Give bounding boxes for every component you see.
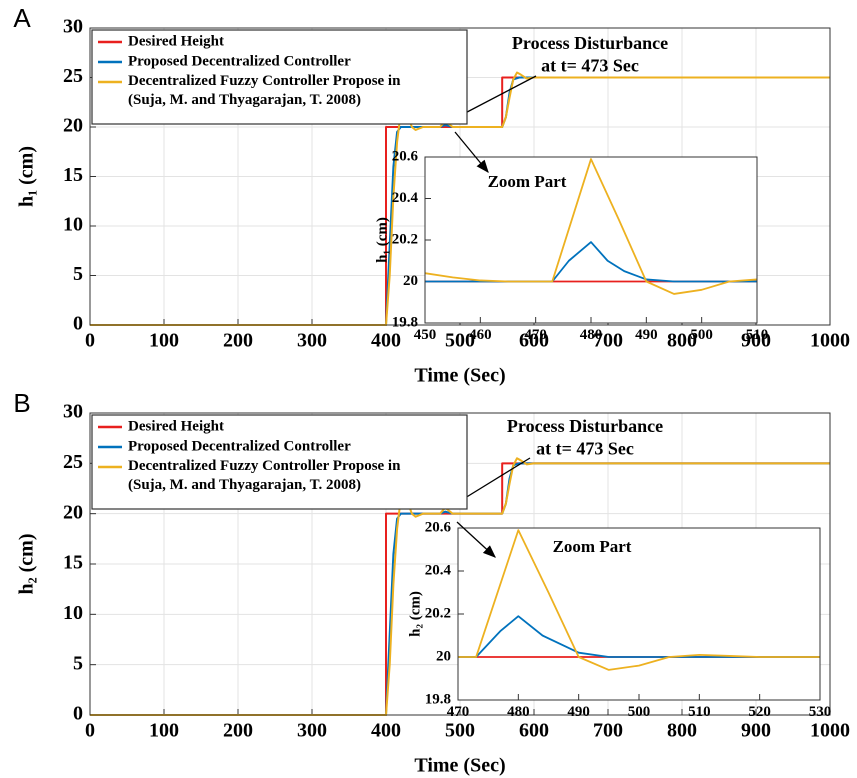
legend-box [91, 29, 468, 125]
y-tick-label: 20 [63, 115, 83, 137]
y-tick-label: 20 [63, 501, 83, 523]
x-tick-label: 600 [519, 720, 549, 742]
y-axis-label: h₂ (cm) [407, 591, 423, 637]
x-tick-label: 470 [524, 327, 547, 343]
legend-label: Desired Height [128, 33, 224, 49]
series-line [90, 462, 830, 716]
y-tick-label: 19.8 [392, 314, 418, 330]
x-tick-label: 1000 [810, 720, 850, 742]
y-tick-label: 20 [436, 648, 451, 664]
y-tick-label: 5 [73, 263, 83, 285]
x-tick-label: 500 [445, 720, 475, 742]
y-tick-label: 25 [63, 65, 83, 87]
x-tick-label: 530 [809, 704, 832, 720]
series-line [458, 615, 820, 658]
annotation: Process Disturbance at t= 473 Sec [507, 416, 663, 459]
y-tick-label: 20.4 [392, 190, 419, 206]
annotation: Process Disturbance at t= 473 Sec [512, 33, 668, 76]
x-tick-label: 510 [746, 327, 769, 343]
axes-frame [424, 156, 758, 324]
y-tick-label: 10 [63, 602, 83, 624]
x-tick-label: 900 [741, 720, 771, 742]
x-tick-label: 500 [690, 327, 713, 343]
x-tick-label: 600 [519, 330, 549, 352]
y-tick-label: 0 [73, 313, 83, 335]
x-tick-label: 460 [469, 327, 492, 343]
series-line [90, 76, 830, 326]
axes-frame [89, 27, 831, 326]
y-axis-label: h₁ (cm) [374, 217, 390, 263]
y-axis-label: h₂ (cm) [16, 534, 38, 595]
annotation: Zoom Part [488, 172, 567, 191]
x-tick-label: 480 [580, 327, 603, 343]
legend-label: Proposed Decentralized Controller [128, 53, 351, 69]
y-tick-label: 20.6 [425, 519, 452, 535]
x-tick-label: 300 [297, 720, 327, 742]
legend-label: Decentralized Fuzzy Controller Propose i… [128, 73, 401, 108]
x-axis-label: Time (Sec) [414, 755, 505, 777]
series-line [458, 529, 820, 671]
y-tick-label: 20.6 [392, 148, 419, 164]
y-tick-label: 0 [73, 703, 83, 725]
x-tick-label: 200 [223, 720, 253, 742]
x-tick-label: 470 [447, 704, 470, 720]
x-tick-label: 490 [635, 327, 658, 343]
y-tick-label: 20.2 [392, 231, 418, 247]
x-tick-label: 0 [85, 330, 95, 352]
x-tick-label: 700 [593, 720, 623, 742]
plot-area [425, 157, 757, 323]
annotation-arrow [456, 521, 496, 558]
x-tick-label: 1000 [810, 330, 850, 352]
panel-label: A [13, 3, 31, 33]
x-tick-label: 510 [688, 704, 711, 720]
x-tick-label: 500 [628, 704, 651, 720]
y-tick-label: 25 [63, 451, 83, 473]
y-tick-label: 30 [63, 16, 83, 38]
x-tick-label: 300 [297, 330, 327, 352]
y-tick-label: 20.4 [425, 562, 452, 578]
series-line [424, 158, 758, 295]
x-tick-label: 490 [567, 704, 590, 720]
x-tick-label: 100 [149, 330, 179, 352]
x-tick-label: 800 [667, 330, 697, 352]
x-tick-label: 450 [414, 327, 437, 343]
y-tick-label: 15 [63, 552, 83, 574]
x-tick-label: 900 [741, 330, 771, 352]
x-tick-label: 400 [371, 330, 401, 352]
x-tick-label: 200 [223, 330, 253, 352]
x-tick-label: 400 [371, 720, 401, 742]
y-tick-label: 19.8 [425, 691, 451, 707]
series-line [425, 241, 757, 283]
y-tick-label: 10 [63, 214, 83, 236]
x-tick-label: 480 [507, 704, 530, 720]
y-axis-label: h₁ (cm) [16, 146, 38, 207]
axes-frame [457, 527, 821, 701]
series-line [90, 457, 830, 716]
panel-label: B [13, 388, 30, 418]
axes-frame [89, 412, 831, 716]
y-tick-label: 5 [73, 652, 83, 674]
legend-label: Desired Height [128, 418, 224, 434]
y-tick-label: 20.2 [425, 605, 451, 621]
y-tick-label: 30 [63, 401, 83, 423]
legend-label: Proposed Decentralized Controller [128, 438, 351, 454]
plot-area [458, 528, 820, 700]
annotation: Zoom Part [553, 537, 632, 556]
x-tick-label: 700 [593, 330, 623, 352]
y-tick-label: 15 [63, 164, 83, 186]
x-tick-label: 0 [85, 720, 95, 742]
annotation-arrow [454, 131, 489, 174]
x-tick-label: 800 [667, 720, 697, 742]
x-tick-label: 500 [445, 330, 475, 352]
x-tick-label: 100 [149, 720, 179, 742]
legend-label: Decentralized Fuzzy Controller Propose i… [128, 458, 401, 493]
legend-box [91, 414, 468, 510]
x-axis-label: Time (Sec) [414, 365, 505, 387]
y-tick-label: 20 [403, 273, 418, 289]
x-tick-label: 520 [748, 704, 771, 720]
